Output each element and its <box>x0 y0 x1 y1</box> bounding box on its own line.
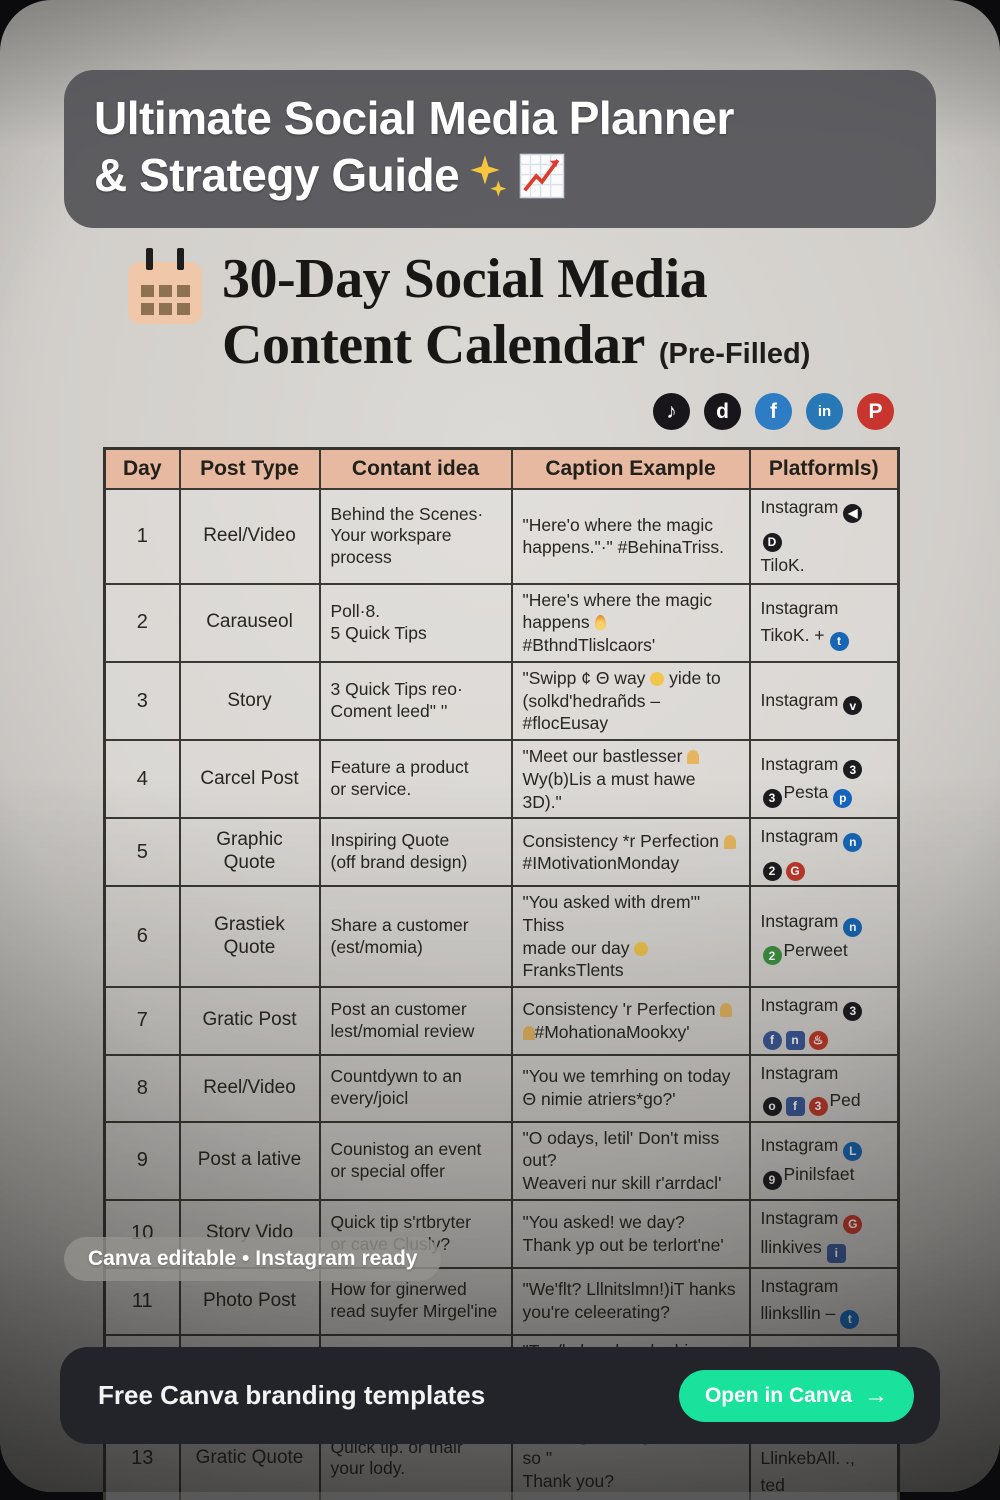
pin-title-line2: & Strategy Guide <box>94 147 906 204</box>
footer-label: Free Canva branding templates <box>98 1380 486 1410</box>
sparkles-icon <box>470 154 507 197</box>
pin-title-overlay: Ultimate Social Media Planner & Strategy… <box>64 70 936 228</box>
ready-badge: Canva editable • Instagram ready <box>64 1237 442 1281</box>
open-in-canva-label: Open in Canva <box>704 1383 852 1407</box>
footer-bar: Free Canva branding templates Open in Ca… <box>60 1347 940 1444</box>
open-in-canva-button[interactable]: Open in Canva → <box>678 1369 914 1422</box>
ready-badge-label: Canva editable • Instagram ready <box>88 1247 418 1270</box>
arrow-right-icon: → <box>864 1381 888 1409</box>
pin-title-line1: Ultimate Social Media Planner <box>94 92 734 144</box>
chart-increasing-icon <box>519 153 565 198</box>
